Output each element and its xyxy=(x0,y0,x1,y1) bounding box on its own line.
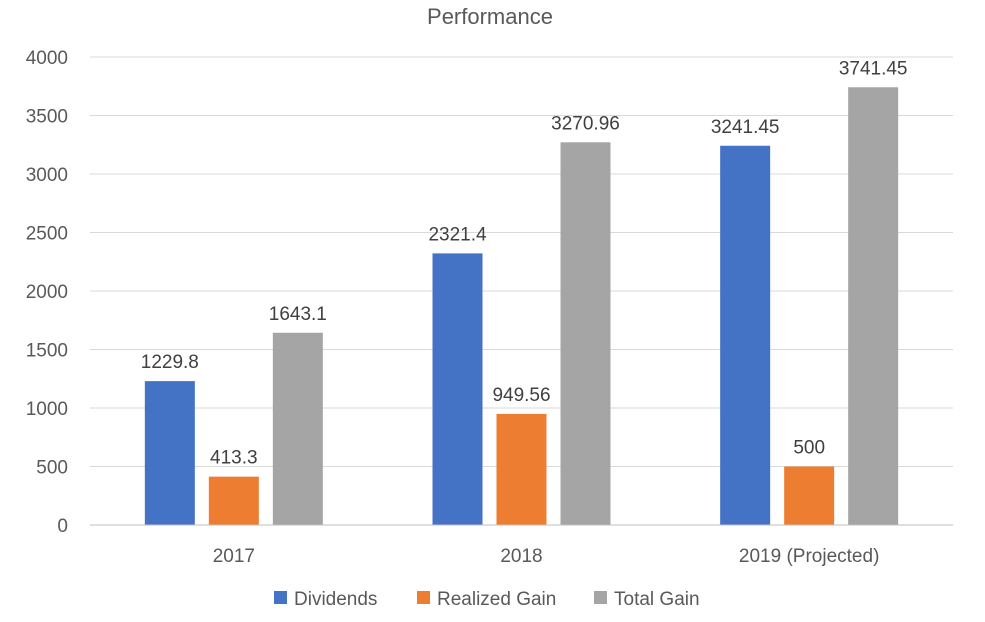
y-tick-label: 3000 xyxy=(26,165,68,186)
bar-dividends xyxy=(144,381,195,525)
data-labels: 1229.8 413.3 1643.1 2321.4 949.56 3270.96 3241… xyxy=(141,58,908,468)
legend-item-realized-gain: Realized Gain xyxy=(417,589,556,610)
y-tick-label: 500 xyxy=(36,458,68,479)
legend: Dividends Realized Gain Total Gain xyxy=(274,589,700,610)
y-tick-label: 4000 xyxy=(26,48,68,69)
data-label: 3270.96 xyxy=(551,113,620,134)
data-label: 500 xyxy=(793,438,825,459)
bar-realized-gain xyxy=(496,413,547,525)
chart-title: Performance xyxy=(427,4,553,29)
y-tick-label: 2000 xyxy=(26,282,68,303)
gridlines xyxy=(90,56,953,467)
y-tick-label: 3500 xyxy=(26,107,68,128)
x-category-label: 2018 xyxy=(500,546,542,567)
data-label: 1643.1 xyxy=(269,304,327,325)
y-tick-label: 1500 xyxy=(26,341,68,362)
data-label: 1229.8 xyxy=(141,352,199,373)
x-axis-category-labels: 2017 2018 2019 (Projected) xyxy=(213,546,880,567)
bar-realized-gain xyxy=(784,466,835,525)
x-category-label: 2019 (Projected) xyxy=(739,546,879,567)
y-tick-label: 1000 xyxy=(26,399,68,420)
data-label: 949.56 xyxy=(492,385,550,406)
data-label: 3741.45 xyxy=(839,58,908,79)
bar-total-gain xyxy=(848,87,899,525)
legend-item-total-gain: Total Gain xyxy=(594,589,700,610)
y-tick-label: 2500 xyxy=(26,224,68,245)
legend-swatch xyxy=(594,591,607,604)
bar-dividends xyxy=(432,253,483,526)
legend-swatch xyxy=(274,591,287,604)
y-axis-tick-labels: 0 500 1000 1500 2000 2500 3000 3500 4000 xyxy=(26,48,68,537)
data-label: 3241.45 xyxy=(711,117,780,138)
y-tick-label: 0 xyxy=(57,516,68,537)
bar-dividends xyxy=(720,145,771,525)
data-label: 2321.4 xyxy=(428,224,487,245)
bar-total-gain xyxy=(272,332,323,525)
bar-total-gain xyxy=(560,142,611,526)
bars xyxy=(144,87,899,526)
legend-label: Dividends xyxy=(294,589,377,610)
x-category-label: 2017 xyxy=(213,546,255,567)
legend-item-dividends: Dividends xyxy=(274,589,377,610)
data-label: 413.3 xyxy=(210,448,258,469)
legend-label: Total Gain xyxy=(614,589,700,610)
bar-realized-gain xyxy=(208,476,259,525)
legend-label: Realized Gain xyxy=(437,589,556,610)
legend-swatch xyxy=(417,591,430,604)
